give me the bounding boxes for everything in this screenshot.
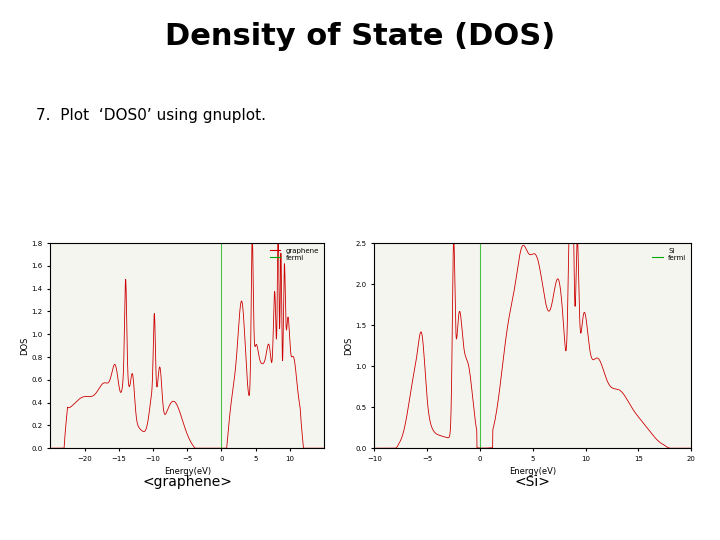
X-axis label: Energy(eV): Energy(eV) [509, 468, 557, 476]
Y-axis label: DOS: DOS [19, 336, 29, 355]
Legend: Si, fermi: Si, fermi [651, 246, 688, 262]
Text: <graphene>: <graphene> [143, 475, 232, 489]
Text: <Si>: <Si> [515, 475, 551, 489]
Legend: graphene, fermi: graphene, fermi [269, 246, 320, 262]
Text: Density of State (DOS): Density of State (DOS) [165, 22, 555, 51]
Text: 7.  Plot  ‘DOS0’ using gnuplot.: 7. Plot ‘DOS0’ using gnuplot. [36, 108, 266, 123]
Y-axis label: DOS: DOS [343, 336, 353, 355]
X-axis label: Energy(eV): Energy(eV) [163, 468, 211, 476]
